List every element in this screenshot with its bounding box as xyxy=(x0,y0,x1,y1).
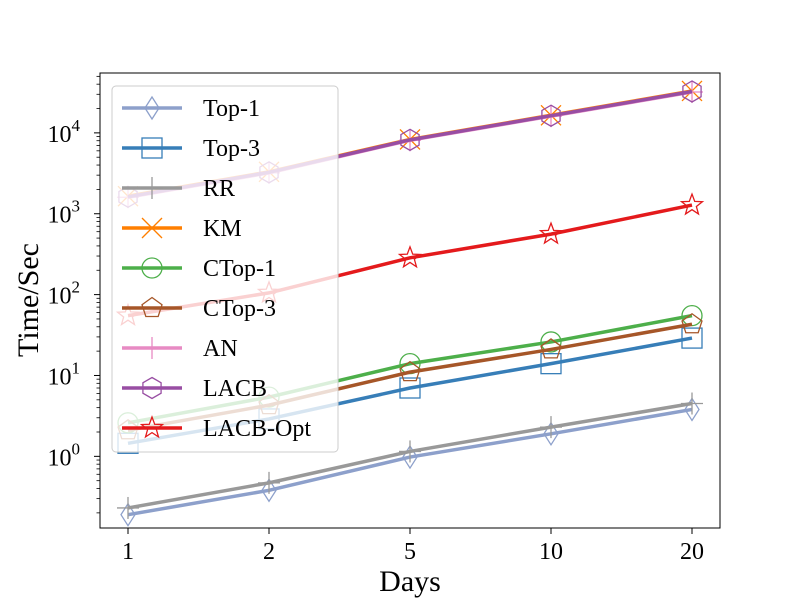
legend-marker-top-1 xyxy=(144,95,160,121)
data-point-rr-1 xyxy=(117,496,139,519)
data-point-lacb-opt-10 xyxy=(538,221,564,245)
x-tick-label-10: 10 xyxy=(539,539,563,565)
legend-marker-an xyxy=(141,337,163,359)
data-point-rr-2 xyxy=(258,471,280,494)
legend-label-top-1: Top-1 xyxy=(203,96,260,122)
legend-item-rr: RR xyxy=(122,176,235,202)
data-point-top-1-2 xyxy=(261,478,277,503)
x-tick-label-2: 2 xyxy=(263,539,275,565)
legend-label-lacb: LACB xyxy=(203,376,267,402)
legend-marker-ctop-3 xyxy=(141,296,163,318)
data-point-top-3-5 xyxy=(399,377,421,399)
data-point-lacb-opt-20 xyxy=(679,192,705,216)
legend-marker-lacb-opt xyxy=(139,415,165,439)
data-point-top-1-1 xyxy=(120,502,136,527)
legend-marker-rr xyxy=(141,177,163,199)
y-axis-label: Time/Sec xyxy=(12,243,45,357)
data-point-top-3-20 xyxy=(681,327,703,349)
data-point-ctop-3-5 xyxy=(399,360,421,382)
legend-label-an: AN xyxy=(203,336,238,362)
data-point-lacb-5 xyxy=(400,128,420,152)
data-point-rr-10 xyxy=(540,416,562,439)
legend-item-km: KM xyxy=(122,216,242,242)
legend-label-ctop-1: CTop-1 xyxy=(203,256,276,282)
legend-label-ctop-3: CTop-3 xyxy=(203,296,276,322)
data-point-ctop-3-10 xyxy=(540,338,562,359)
legend-marker-top-3 xyxy=(141,137,163,159)
legend-label-top-3: Top-3 xyxy=(203,136,260,162)
legend-item-ctop-3: CTop-3 xyxy=(122,296,276,322)
data-point-top-3-10 xyxy=(540,353,562,375)
x-tick-label-1: 1 xyxy=(122,539,134,565)
legend-marker-km xyxy=(141,217,163,239)
x-tick-label-5: 5 xyxy=(404,539,416,565)
data-point-lacb-10 xyxy=(541,104,561,127)
data-point-lacb-20 xyxy=(682,80,702,103)
x-tick-label-20: 20 xyxy=(680,539,704,565)
legend-label-rr: RR xyxy=(203,176,235,202)
legend-marker-ctop-1 xyxy=(141,257,163,279)
legend-item-ctop-1: CTop-1 xyxy=(122,256,276,282)
legend-label-km: KM xyxy=(203,216,242,242)
x-axis-label: Days xyxy=(379,565,441,598)
legend-label-lacb-opt: LACB-Opt xyxy=(203,416,311,442)
legend-item-an: AN xyxy=(122,336,238,362)
data-point-rr-5 xyxy=(399,440,421,463)
data-point-lacb-opt-5 xyxy=(397,244,423,269)
legend-box xyxy=(111,85,339,453)
legend-item-lacb-opt: LACB-Opt xyxy=(122,415,311,442)
data-point-top-1-10 xyxy=(543,421,559,447)
y-tick-label-3: 103 xyxy=(48,197,81,229)
data-point-ctop-1-10 xyxy=(540,331,562,353)
legend: Top-1 Top-3 RR KM CTop-1 CTop-3 AN LACB LACB-Opt xyxy=(111,85,339,453)
data-point-ctop-3-20 xyxy=(681,312,703,334)
legend-item-lacb: LACB xyxy=(122,376,267,402)
legend-item-top-3: Top-3 xyxy=(122,136,260,162)
data-point-rr-20 xyxy=(681,392,703,415)
legend-item-top-1: Top-1 xyxy=(122,95,260,122)
legend-marker-lacb xyxy=(142,376,162,400)
